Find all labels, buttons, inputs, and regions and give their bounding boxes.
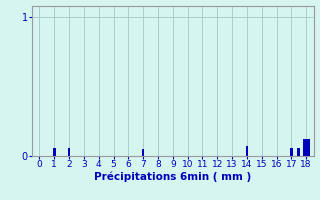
Bar bbox=[142, 149, 145, 156]
Bar bbox=[290, 148, 293, 156]
Bar bbox=[68, 148, 70, 156]
Bar bbox=[303, 139, 309, 156]
Bar bbox=[245, 146, 248, 156]
Bar bbox=[298, 148, 300, 156]
Bar bbox=[53, 148, 56, 156]
X-axis label: Précipitations 6min ( mm ): Précipitations 6min ( mm ) bbox=[94, 172, 252, 182]
